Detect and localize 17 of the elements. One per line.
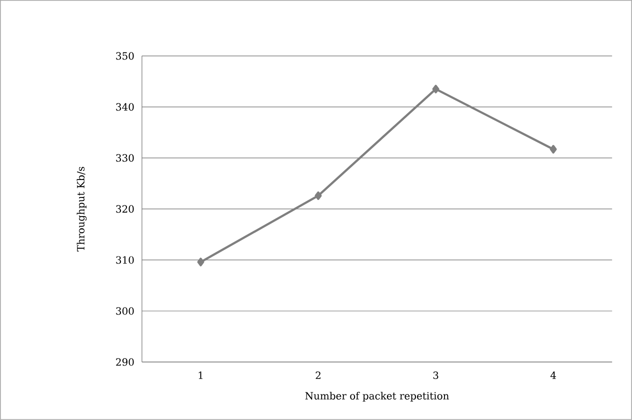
y-tick-label: 300 — [116, 307, 134, 315]
y-tick-label: 320 — [116, 205, 134, 213]
x-tick-label: 4 — [550, 372, 556, 379]
point — [550, 145, 557, 154]
x-axis-title: Number of packet repetition — [305, 392, 449, 402]
point — [197, 258, 204, 266]
y-tick-label: 310 — [116, 256, 134, 264]
y-tick-label: 350 — [116, 52, 134, 60]
y-tick-label: 340 — [116, 103, 134, 111]
y-tick-label: 290 — [116, 358, 134, 366]
point — [314, 191, 322, 200]
point — [432, 84, 440, 94]
y-axis-title: Throughput Kb/s — [76, 166, 87, 252]
x-tick-label: 3 — [433, 372, 438, 380]
x-tick-label: 2 — [316, 372, 320, 379]
y-tick-label: 330 — [116, 154, 134, 162]
x-tick-label: 1 — [198, 372, 202, 379]
